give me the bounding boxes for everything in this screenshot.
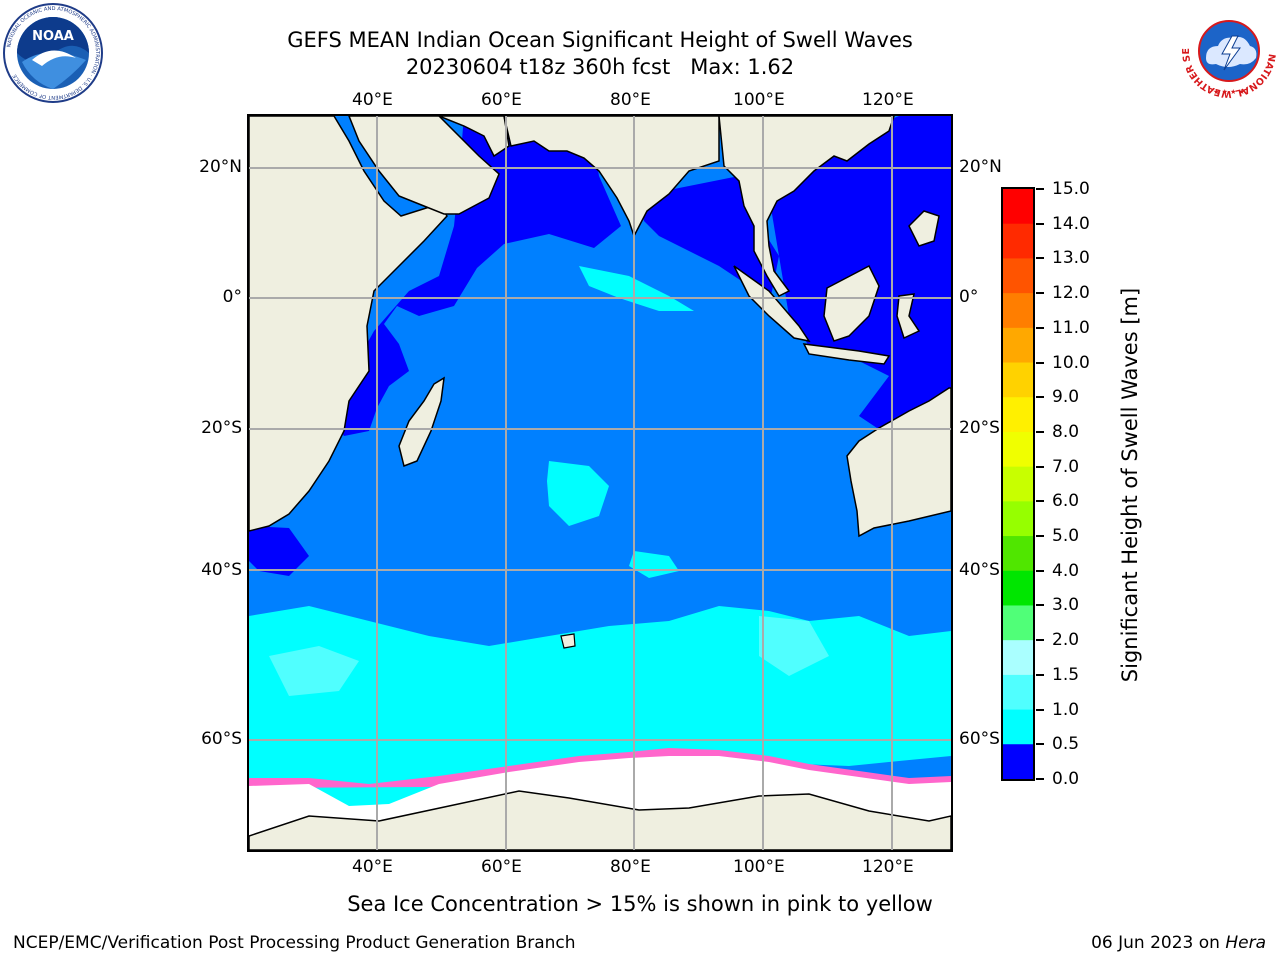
lon-tick-bottom-120e: 120°E [862, 857, 914, 877]
colorbar-cell [1003, 605, 1033, 641]
colorbar-tick-mark [1036, 361, 1044, 364]
lon-tick-top-100e: 100°E [733, 90, 785, 110]
lat-tick-left-20n: 20°N [199, 157, 242, 177]
lon-tick-bottom-40e: 40°E [352, 857, 393, 877]
noaa-logo: NATIONAL OCEANIC AND ATMOSPHERIC ADMINIS… [3, 3, 103, 103]
map-panel [247, 114, 953, 852]
colorbar-tick-label: 1.5 [1052, 664, 1080, 685]
graticule [249, 116, 951, 850]
colorbar-cell [1003, 640, 1033, 676]
colorbar-tick-mark [1036, 535, 1044, 538]
colorbar-cell [1003, 466, 1033, 502]
colorbar-tick-mark [1036, 673, 1044, 676]
colorbar-cell [1003, 293, 1033, 329]
nws-logo: NATIONAL WEATHER SERVICE ★ ★ ★ ★ [1180, 2, 1277, 99]
colorbar-tick-label: 4.0 [1052, 560, 1080, 581]
lon-tick-top-120e: 120°E [862, 90, 914, 110]
colorbar-cell [1003, 570, 1033, 606]
colorbar-tick-label: 2.0 [1052, 630, 1080, 651]
lon-tick-bottom-60e: 60°E [481, 857, 522, 877]
colorbar-tick-mark [1036, 326, 1044, 329]
chart-subtitle: 20230604 t18z 360h fcst Max: 1.62 [405, 55, 795, 79]
colorbar-tick-label: 0.0 [1052, 769, 1080, 789]
kerguelen-island [560, 633, 576, 649]
lat-tick-right-20s: 20°S [959, 418, 1000, 438]
colorbar-tick-label: 0.5 [1052, 734, 1080, 755]
footer-date-text: 06 Jun 2023 on [1091, 933, 1226, 953]
colorbar-tick-label: 11.0 [1052, 317, 1090, 338]
colorbar-tick-label: 10.0 [1052, 352, 1090, 373]
colorbar-cell [1003, 744, 1033, 779]
colorbar-tick-label: 3.0 [1052, 595, 1080, 616]
colorbar-tick-label: 8.0 [1052, 421, 1080, 442]
lat-tick-right-40s: 40°S [959, 560, 1000, 580]
noaa-wordmark: NOAA [32, 29, 74, 44]
colorbar-tick-label: 5.0 [1052, 526, 1080, 547]
lat-tick-left-0: 0° [222, 287, 242, 307]
colorbar-cell [1003, 709, 1033, 745]
colorbar-cell [1003, 223, 1033, 259]
lat-tick-right-60s: 60°S [959, 729, 1000, 749]
colorbar-cell [1003, 674, 1033, 711]
higher-swell-patches [269, 616, 829, 696]
colorbar-tick-mark [1036, 743, 1044, 746]
colorbar-tick-mark [1036, 500, 1044, 503]
colorbar-tick-mark [1036, 708, 1044, 711]
colorbar [1001, 187, 1035, 781]
colorbar-tick-mark [1036, 569, 1044, 572]
colorbar-tick-mark [1036, 604, 1044, 607]
colorbar-tick-mark [1036, 257, 1044, 260]
colorbar-tick-mark [1036, 222, 1044, 225]
colorbar-tick-label: 9.0 [1052, 387, 1080, 408]
lat-tick-left-20s: 20°S [201, 418, 242, 438]
svg-text:★ ★ ★ ★: ★ ★ ★ ★ [1213, 88, 1245, 96]
footer-credit: NCEP/EMC/Verification Post Processing Pr… [13, 933, 576, 953]
colorbar-tick-mark [1036, 292, 1044, 295]
colorbar-tick-mark [1036, 430, 1044, 433]
colorbar-cell [1003, 536, 1033, 572]
lon-tick-bottom-100e: 100°E [733, 857, 785, 877]
colorbar-cell [1003, 501, 1033, 537]
lon-tick-bottom-80e: 80°E [610, 857, 651, 877]
colorbar-tick-label: 6.0 [1052, 491, 1080, 512]
colorbar-tick-label: 14.0 [1052, 213, 1090, 234]
colorbar-tick-label: 15.0 [1052, 179, 1090, 199]
lon-tick-top-40e: 40°E [352, 90, 393, 110]
footer-host: Hera [1225, 933, 1266, 953]
colorbar-cell [1003, 431, 1033, 468]
lon-tick-top-60e: 60°E [481, 90, 522, 110]
lat-tick-left-60s: 60°S [201, 729, 242, 749]
colorbar-cell [1003, 362, 1033, 398]
sea-ice-caption: Sea Ice Concentration > 15% is shown in … [347, 892, 933, 916]
colorbar-label: Significant Height of Swell Waves [m] [1118, 287, 1142, 683]
map-canvas [249, 116, 951, 850]
lon-tick-top-80e: 80°E [610, 90, 651, 110]
colorbar-cell [1003, 189, 1033, 225]
lat-tick-left-40s: 40°S [201, 560, 242, 580]
antarctica-land [249, 790, 951, 850]
colorbar-tick-mark [1036, 396, 1044, 399]
colorbar-tick-mark [1036, 465, 1044, 468]
footer-date: 06 Jun 2023 on Hera [1091, 933, 1266, 953]
colorbar-tick-mark [1036, 188, 1044, 190]
colorbar-tick-label: 12.0 [1052, 283, 1090, 304]
colorbar-cell [1003, 327, 1033, 364]
colorbar-tick-mark [1036, 778, 1044, 780]
colorbar-cell [1003, 258, 1033, 294]
lat-tick-right-0: 0° [959, 287, 979, 307]
chart-title: GEFS MEAN Indian Ocean Significant Heigh… [287, 28, 913, 52]
colorbar-cell [1003, 397, 1033, 433]
colorbar-tick-label: 7.0 [1052, 456, 1080, 477]
colorbar-tick-mark [1036, 639, 1044, 642]
lat-tick-right-20n: 20°N [959, 157, 1002, 177]
colorbar-tick-label: 1.0 [1052, 699, 1080, 720]
colorbar-tick-label: 13.0 [1052, 248, 1090, 269]
